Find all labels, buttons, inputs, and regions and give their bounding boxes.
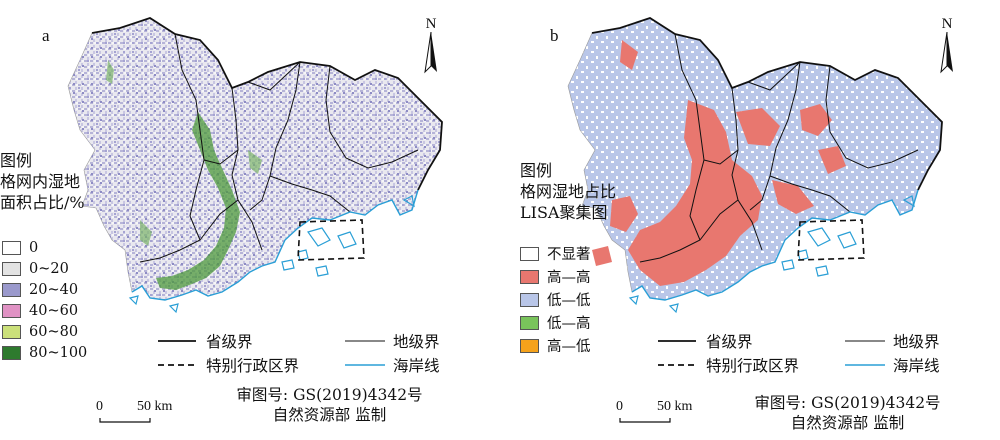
legend-item: 高—高	[520, 267, 591, 286]
legend-swatch	[2, 303, 21, 318]
scale-label: 50 km	[657, 399, 693, 414]
legend-swatch	[2, 345, 21, 360]
legend-item: 40~60	[2, 301, 78, 320]
legend-swatch	[2, 324, 21, 339]
province-boundary	[91, 17, 443, 191]
wetland-corridor	[156, 112, 240, 290]
prefecture-boundaries	[639, 33, 919, 263]
scale-bar	[99, 418, 151, 423]
coast-line-label: 海岸线	[393, 357, 440, 375]
wetland-percent-map	[67, 17, 443, 423]
legend-title: 图例 格网内湿地 面积占比/%	[0, 151, 85, 212]
map-panel-b: b N 图例 格网湿地占比 LISA聚集图 不显著 高—高 低—低 低—高 高—…	[500, 0, 1000, 440]
legend-item: 80~100	[2, 343, 87, 362]
legend-swatch	[2, 261, 21, 276]
province-boundary	[591, 17, 943, 191]
legend-item: 0	[2, 238, 38, 257]
prefecture-line-label: 地级界	[893, 333, 940, 351]
legend-swatch	[2, 240, 21, 255]
legend-item: 20~40	[2, 280, 78, 299]
legend-swatch	[2, 282, 21, 297]
coastline	[631, 189, 919, 301]
panel-label: b	[550, 26, 559, 45]
legend-item: 低—高	[520, 313, 591, 332]
sar-boundary	[797, 219, 865, 261]
legend-swatch	[520, 338, 539, 353]
coastline	[131, 189, 419, 301]
coast-line-label: 海岸线	[893, 357, 940, 375]
legend-item: 60~80	[2, 322, 78, 341]
prefecture-line-label: 地级界	[393, 333, 440, 351]
north-arrow: N	[930, 16, 964, 82]
legend-swatch	[520, 269, 539, 284]
sar-boundary	[297, 219, 365, 261]
legend-swatch	[520, 246, 539, 261]
legend-item: 不显著	[520, 244, 591, 263]
scale-zero: 0	[96, 399, 103, 414]
province-line-label: 省级界	[706, 333, 753, 351]
sar-line-label: 特别行政区界	[206, 357, 300, 375]
legend-swatch	[520, 292, 539, 307]
scale-zero: 0	[616, 399, 623, 414]
map-credit: 审图号: GS(2019)4342号 自然资源部 监制	[236, 386, 423, 424]
legend-swatch	[520, 315, 539, 330]
scale-bar	[619, 418, 671, 423]
map-credit: 审图号: GS(2019)4342号 自然资源部 监制	[754, 394, 941, 432]
map-panel-a: a N 图例 格网内湿地 面积占比/% 0 0~20 20~40 40~60 6…	[0, 16, 448, 424]
panel-label: a	[42, 26, 50, 45]
north-arrow-icon	[424, 31, 437, 74]
north-arrow-icon	[940, 31, 953, 74]
lisa-cluster-map	[567, 17, 943, 423]
prefecture-boundaries	[139, 33, 419, 263]
province-line-label: 省级界	[206, 333, 253, 351]
legend-item: 0~20	[2, 259, 69, 278]
islands	[628, 195, 915, 314]
legend-item: 低—低	[520, 290, 591, 309]
scale-label: 50 km	[137, 399, 173, 414]
north-arrow: N	[414, 16, 448, 82]
legend-title: 图例 格网湿地占比 LISA聚集图	[520, 161, 617, 222]
sar-line-label: 特别行政区界	[706, 357, 800, 375]
islands	[128, 195, 415, 314]
legend-item: 高—低	[520, 336, 591, 355]
